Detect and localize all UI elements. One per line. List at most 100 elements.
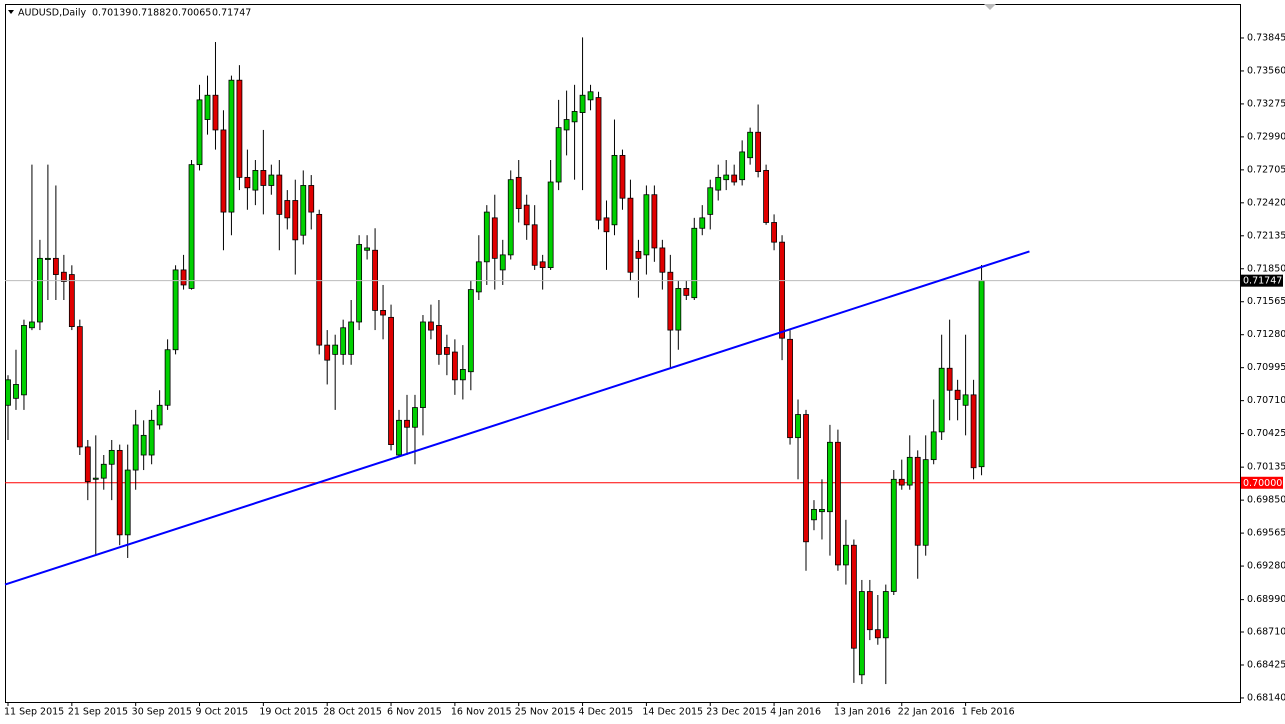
candle-body (771, 222, 777, 243)
candle-body (954, 389, 961, 400)
candle-body (412, 407, 418, 428)
candle-body (691, 227, 698, 299)
x-tick-label: 22 Jan 2016 (898, 707, 955, 718)
x-tick-label: 13 Jan 2016 (834, 707, 891, 718)
candle-body (260, 170, 267, 186)
candle-body (428, 321, 434, 331)
candle-body (132, 424, 139, 471)
candle-body (499, 254, 506, 271)
candle-body (970, 394, 977, 469)
x-tick-label: 4 Jan 2016 (770, 707, 821, 718)
y-tick-label: 0.71565 (1247, 296, 1285, 307)
candle-body (595, 97, 602, 221)
candle-body (571, 111, 578, 123)
candle-body (404, 419, 410, 428)
symbol-title: AUDUSD,Daily (18, 8, 87, 19)
candle-body (100, 463, 107, 479)
candle-body (962, 394, 969, 406)
level-label-box (1241, 476, 1283, 489)
candle-body (108, 449, 115, 465)
candle-body (68, 274, 75, 328)
y-tick-label: 0.72990 (1247, 131, 1285, 142)
candle-body (268, 174, 275, 186)
y-tick-label: 0.73560 (1247, 65, 1285, 76)
candle-body (603, 217, 610, 233)
candle-body (443, 347, 450, 355)
candle-body (276, 174, 283, 215)
candle-body (84, 446, 91, 483)
y-tick-label: 0.73845 (1247, 32, 1285, 43)
candle-body (364, 247, 371, 251)
candle-body (491, 217, 498, 259)
candle-body (507, 179, 514, 256)
candle-body (92, 477, 99, 480)
candle-body (356, 244, 363, 323)
candle-body (627, 197, 634, 273)
candle-body (380, 310, 386, 316)
candle-body (60, 271, 67, 282)
candle-body (547, 181, 554, 269)
candle-body (946, 367, 953, 391)
candle-body (531, 224, 538, 266)
candle-body (244, 176, 251, 189)
candle-body (699, 217, 706, 229)
candle-body (827, 441, 833, 513)
candle-body (539, 261, 546, 269)
candle-body (563, 119, 570, 131)
y-tick-label: 0.70135 (1247, 462, 1285, 473)
candle-body (683, 288, 690, 296)
x-tick-label: 1 Feb 2016 (962, 707, 1015, 718)
candle-body (212, 94, 219, 131)
y-tick-label: 0.68425 (1247, 659, 1285, 670)
header-high: 0.71882 (132, 8, 171, 19)
x-tick-label: 6 Nov 2015 (387, 707, 442, 718)
candle-body (420, 321, 426, 408)
candle-body (779, 241, 785, 339)
y-tick-label: 0.69850 (1247, 495, 1285, 506)
x-tick-label: 28 Oct 2015 (323, 707, 382, 718)
candle-body (13, 384, 19, 399)
candle-body (619, 154, 626, 199)
y-tick-label: 0.71280 (1247, 329, 1285, 340)
candle-body (116, 449, 123, 536)
candle-body (739, 151, 746, 181)
candle-body (651, 194, 658, 249)
candle-body (978, 280, 985, 468)
candle-body (787, 338, 793, 439)
menu-arrow[interactable] (8, 10, 14, 14)
candle-body (866, 591, 873, 631)
candle-body (300, 185, 307, 236)
candle-body (930, 431, 937, 461)
candle-body (811, 508, 817, 521)
candle-body (459, 369, 466, 381)
candle-body (164, 349, 171, 406)
candle-body (795, 414, 801, 439)
chart-shift-marker[interactable] (984, 4, 996, 10)
candle-body (715, 176, 722, 191)
x-tick-label: 9 Oct 2015 (196, 707, 249, 718)
candle-body (938, 367, 945, 433)
candle-body (124, 469, 131, 536)
candle-body (906, 456, 913, 486)
candle-body (292, 200, 299, 241)
x-tick-label: 4 Dec 2015 (579, 707, 634, 718)
candle-body (388, 316, 394, 446)
candle-body (228, 79, 235, 213)
x-tick-label: 21 Sep 2015 (68, 707, 128, 718)
candle-body (21, 325, 27, 396)
header-close: 0.71747 (212, 8, 251, 19)
candle-body (747, 131, 754, 159)
y-tick-label: 0.72420 (1247, 197, 1285, 208)
y-tick-label: 0.70710 (1247, 395, 1285, 406)
candle-body (882, 591, 889, 639)
candle-body (635, 251, 642, 259)
y-tick-label: 0.68990 (1247, 594, 1285, 605)
candle-body (308, 185, 315, 213)
header-open: 0.70139 (92, 8, 131, 19)
candle-body (819, 508, 825, 513)
candle-body (898, 478, 905, 486)
y-tick-label: 0.68140 (1247, 692, 1285, 703)
candle-body (148, 419, 155, 456)
candle-body (236, 79, 243, 178)
